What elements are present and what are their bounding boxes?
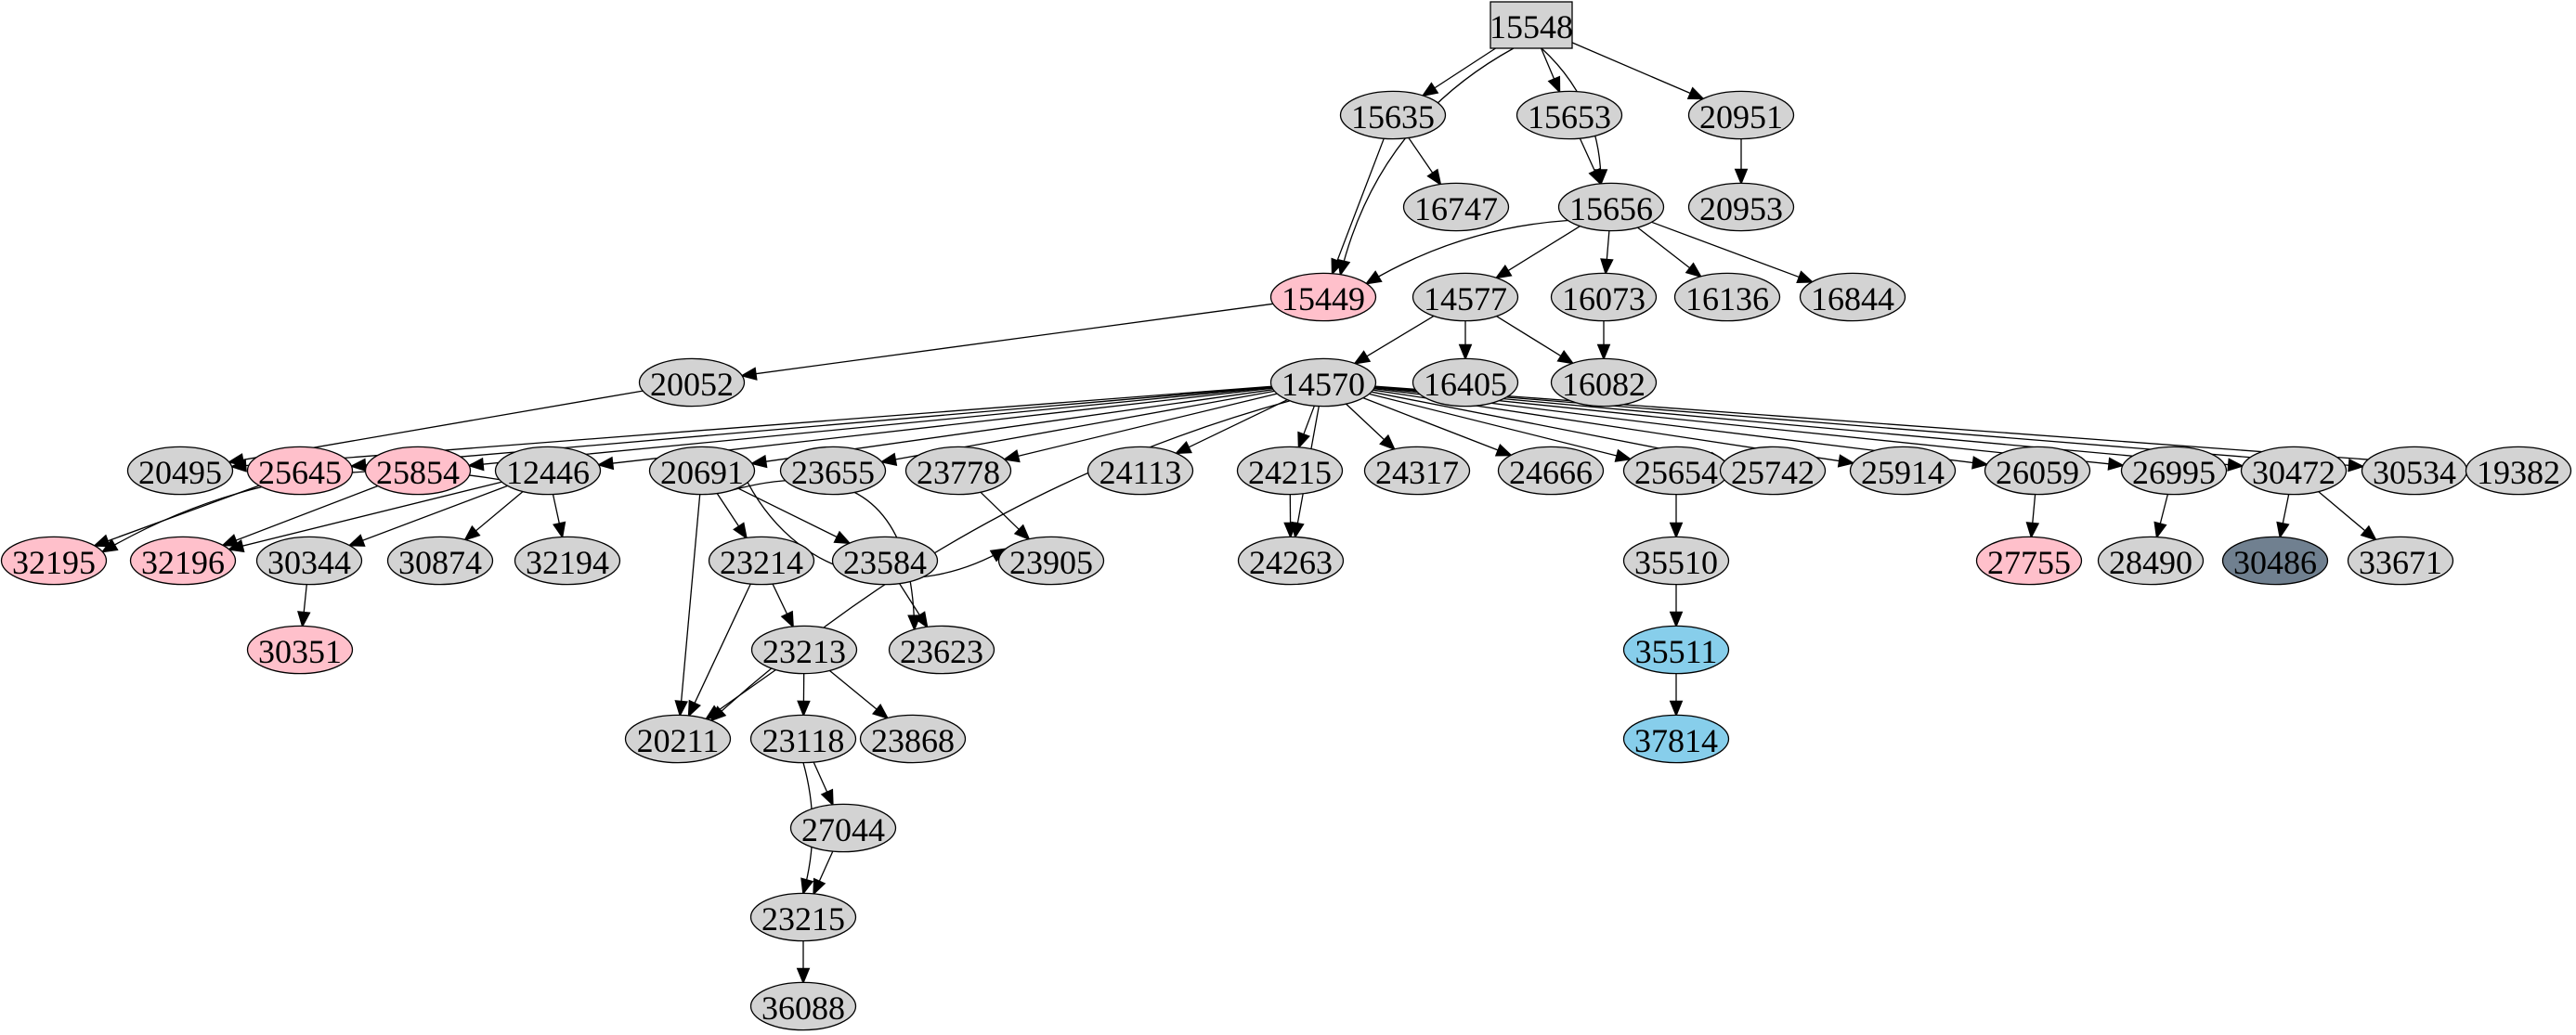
svg-text:20052: 20052 <box>650 366 734 403</box>
svg-text:32194: 32194 <box>526 544 609 581</box>
svg-text:25854: 25854 <box>376 454 460 491</box>
svg-text:25914: 25914 <box>1861 454 1945 491</box>
svg-text:23213: 23213 <box>762 633 846 670</box>
svg-text:24215: 24215 <box>1248 454 1332 491</box>
svg-text:14570: 14570 <box>1281 366 1365 403</box>
svg-text:15656: 15656 <box>1569 190 1653 227</box>
svg-text:23584: 23584 <box>843 544 927 581</box>
svg-text:28490: 28490 <box>2109 544 2192 581</box>
svg-text:20951: 20951 <box>1699 98 1783 136</box>
svg-text:12446: 12446 <box>506 454 590 491</box>
svg-text:16844: 16844 <box>1811 280 1894 317</box>
svg-text:30486: 30486 <box>2233 544 2317 581</box>
svg-text:32195: 32195 <box>12 544 96 581</box>
svg-text:26995: 26995 <box>2132 454 2216 491</box>
svg-text:30344: 30344 <box>267 544 351 581</box>
svg-text:25742: 25742 <box>1731 454 1815 491</box>
svg-text:20495: 20495 <box>138 454 222 491</box>
svg-text:23623: 23623 <box>900 633 983 670</box>
svg-text:23868: 23868 <box>871 722 955 759</box>
svg-text:16073: 16073 <box>1562 280 1646 317</box>
svg-text:23655: 23655 <box>791 454 875 491</box>
svg-text:15635: 15635 <box>1351 98 1435 136</box>
svg-text:35510: 35510 <box>1634 544 1718 581</box>
svg-text:37814: 37814 <box>1634 722 1718 759</box>
svg-text:30534: 30534 <box>2373 454 2456 491</box>
svg-text:23215: 23215 <box>761 900 845 938</box>
svg-text:35511: 35511 <box>1635 633 1718 670</box>
svg-text:27755: 27755 <box>1987 544 2071 581</box>
svg-text:24666: 24666 <box>1509 454 1593 491</box>
svg-text:26059: 26059 <box>1996 454 2079 491</box>
svg-text:25645: 25645 <box>258 454 342 491</box>
svg-text:23118: 23118 <box>762 722 845 759</box>
svg-text:16405: 16405 <box>1424 366 1507 403</box>
svg-text:23778: 23778 <box>917 454 1000 491</box>
svg-text:30351: 30351 <box>258 633 342 670</box>
svg-text:32196: 32196 <box>141 544 225 581</box>
svg-text:15449: 15449 <box>1281 280 1365 317</box>
svg-text:20691: 20691 <box>660 454 744 491</box>
svg-text:20211: 20211 <box>637 722 720 759</box>
svg-text:25654: 25654 <box>1634 454 1718 491</box>
svg-text:15548: 15548 <box>1490 8 1573 45</box>
svg-text:24113: 24113 <box>1099 454 1182 491</box>
svg-text:33671: 33671 <box>2359 544 2442 581</box>
svg-text:23214: 23214 <box>720 544 803 581</box>
svg-text:36088: 36088 <box>761 990 845 1027</box>
svg-text:19382: 19382 <box>2477 454 2560 491</box>
svg-text:30472: 30472 <box>2252 454 2335 491</box>
svg-text:16747: 16747 <box>1414 190 1498 227</box>
svg-text:16136: 16136 <box>1685 280 1769 317</box>
svg-text:30874: 30874 <box>398 544 482 581</box>
svg-text:14577: 14577 <box>1424 280 1507 317</box>
svg-text:15653: 15653 <box>1528 98 1611 136</box>
svg-text:23905: 23905 <box>1009 544 1093 581</box>
svg-text:16082: 16082 <box>1562 366 1646 403</box>
svg-text:24263: 24263 <box>1249 544 1333 581</box>
svg-text:20953: 20953 <box>1699 190 1783 227</box>
svg-text:24317: 24317 <box>1375 454 1459 491</box>
svg-text:27044: 27044 <box>801 811 885 848</box>
